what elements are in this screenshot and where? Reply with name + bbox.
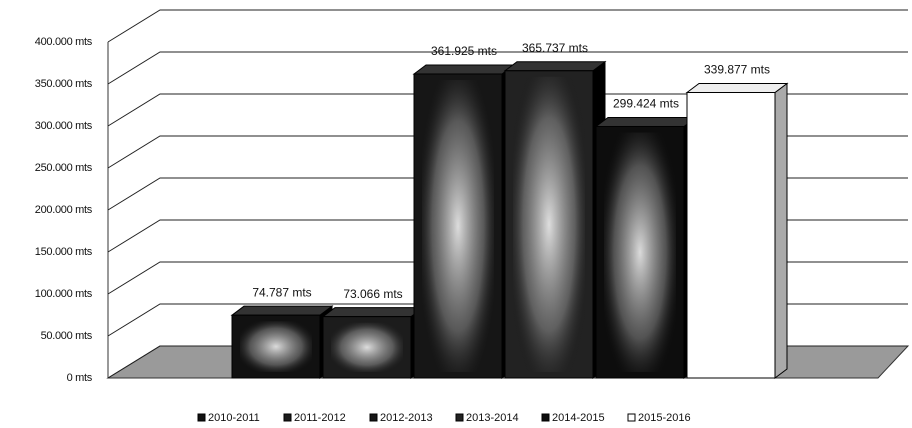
bar-front (686, 92, 776, 379)
y-tick-label: 50.000 mts (41, 330, 93, 342)
bar-shine (422, 79, 494, 372)
data-label: 73.066 mts (343, 287, 402, 301)
y-tick-label: 300.000 mts (35, 120, 93, 132)
data-label: 339.877 mts (704, 63, 770, 77)
grid-line (107, 51, 908, 85)
bar (594, 116, 698, 379)
y-tick-label: 200.000 mts (35, 204, 93, 216)
y-tick-label: 400.000 mts (35, 36, 93, 48)
legend-label: 2015-2016 (638, 412, 691, 424)
y-tick-label: 0 mts (67, 372, 93, 384)
y-tick-label: 350.000 mts (35, 78, 93, 90)
bar-top (230, 305, 334, 316)
data-label: 361.925 mts (431, 44, 497, 58)
data-label: 74.787 mts (252, 285, 311, 299)
legend-label: 2010-2011 (208, 412, 260, 424)
data-label: 299.424 mts (613, 97, 679, 111)
legend-swatch (455, 413, 464, 422)
legend-label: 2011-2012 (294, 412, 346, 424)
legend-label: 2014-2015 (552, 412, 605, 424)
legend-swatch (197, 413, 206, 422)
data-label: 365.737 mts (522, 41, 588, 55)
bar-top (503, 61, 607, 72)
y-tick-label: 150.000 mts (35, 246, 93, 258)
bar (503, 60, 607, 379)
bar (230, 305, 334, 379)
bar-shine (240, 321, 312, 372)
legend-label: 2012-2013 (380, 412, 433, 424)
legend-swatch (627, 413, 636, 422)
bar-top (321, 307, 425, 318)
bar-top (594, 116, 698, 127)
bar-shine (604, 132, 676, 372)
legend-swatch (369, 413, 378, 422)
bar-top (412, 64, 516, 75)
bar-top (685, 83, 789, 94)
legend-label: 2013-2014 (466, 412, 519, 424)
bar (685, 82, 789, 379)
grid-line (107, 93, 908, 127)
bar-shine (513, 76, 585, 373)
legend-swatch (541, 413, 550, 422)
y-tick-label: 250.000 mts (35, 162, 93, 174)
y-tick-label: 100.000 mts (35, 288, 93, 300)
bar-side (774, 82, 788, 379)
bar-shine (331, 322, 403, 372)
bar (412, 63, 516, 379)
legend-swatch (283, 413, 292, 422)
bar (321, 306, 425, 379)
grid-line (107, 9, 908, 43)
